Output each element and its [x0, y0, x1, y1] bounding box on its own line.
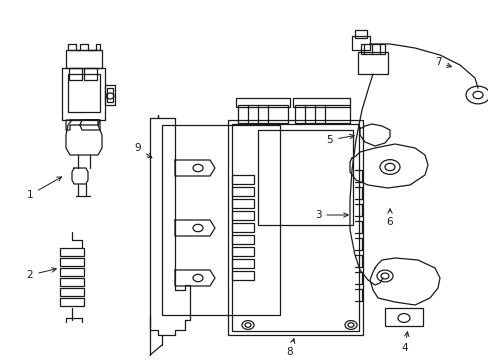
Bar: [60, 248, 84, 256]
Bar: [236, 98, 289, 107]
Bar: [69, 68, 82, 80]
Bar: [231, 259, 253, 268]
Bar: [231, 247, 253, 256]
Bar: [231, 199, 253, 208]
Bar: [60, 298, 84, 306]
Bar: [231, 187, 253, 196]
Bar: [292, 98, 349, 107]
Bar: [294, 105, 349, 123]
Bar: [357, 52, 387, 74]
Bar: [227, 120, 362, 335]
Bar: [231, 235, 253, 244]
Text: 5: 5: [326, 134, 353, 145]
Bar: [231, 271, 253, 280]
Text: 2: 2: [27, 268, 56, 280]
Bar: [258, 130, 352, 225]
Text: 1: 1: [27, 177, 61, 200]
Bar: [84, 68, 97, 80]
Text: 9: 9: [134, 143, 152, 158]
Bar: [231, 223, 253, 232]
Bar: [384, 308, 422, 326]
Text: 7: 7: [434, 57, 450, 67]
Bar: [351, 36, 369, 50]
Text: 4: 4: [401, 332, 408, 353]
Bar: [231, 175, 253, 184]
Text: 8: 8: [286, 339, 294, 357]
Bar: [60, 288, 84, 296]
Bar: [231, 124, 358, 331]
Bar: [238, 105, 287, 123]
Bar: [68, 74, 100, 112]
Bar: [107, 88, 113, 102]
Bar: [231, 211, 253, 220]
Text: 3: 3: [314, 210, 347, 220]
Bar: [360, 44, 384, 54]
Text: 6: 6: [386, 209, 392, 227]
Bar: [66, 50, 102, 68]
Bar: [60, 268, 84, 276]
Bar: [60, 278, 84, 286]
Bar: [60, 258, 84, 266]
Bar: [354, 30, 366, 38]
Bar: [162, 125, 280, 315]
